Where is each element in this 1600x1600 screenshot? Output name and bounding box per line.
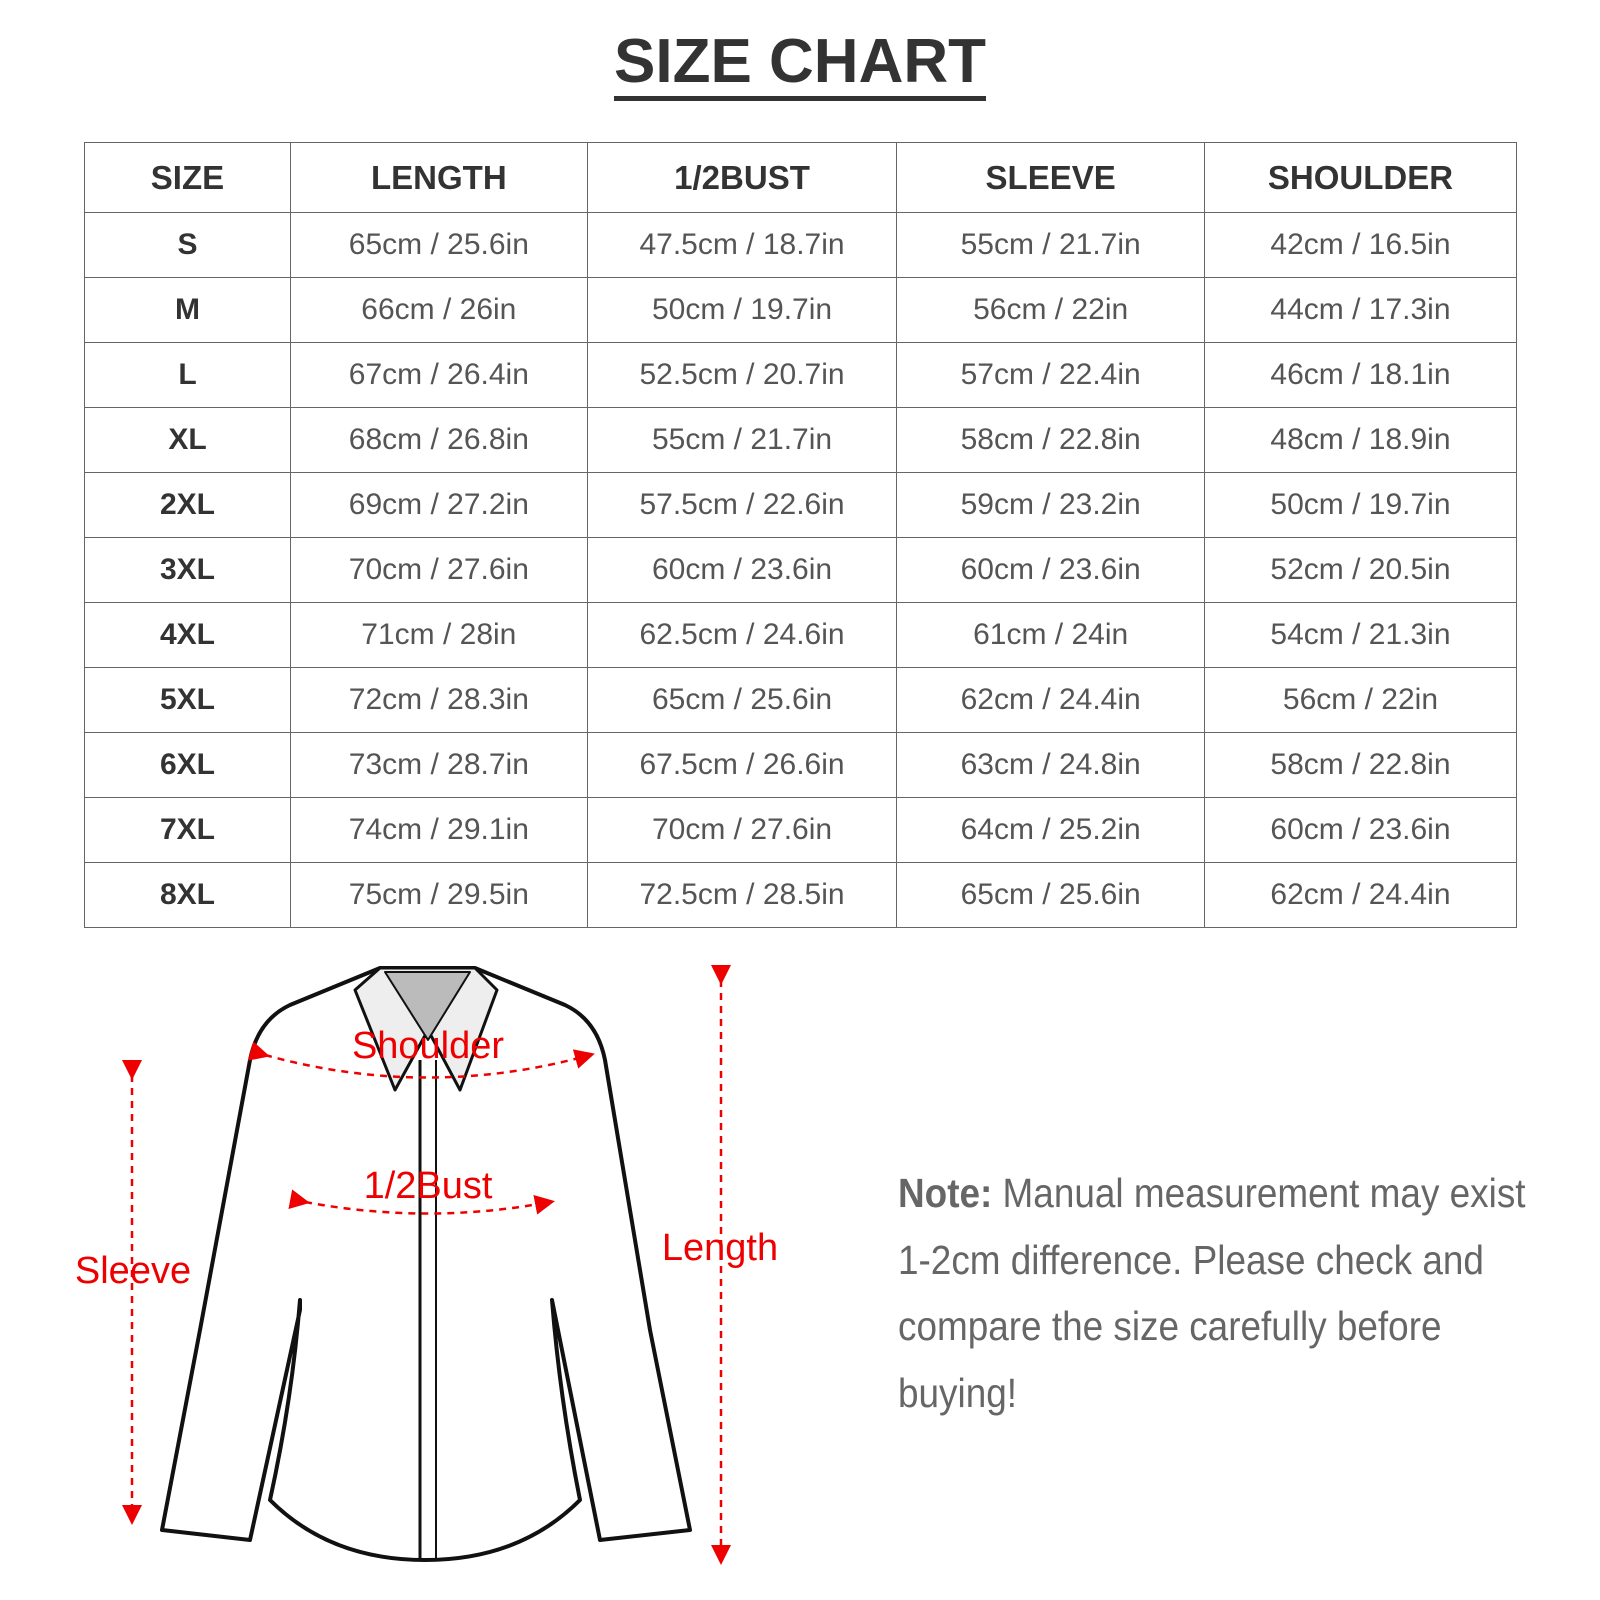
measurement-cell: 47.5cm / 18.7in <box>586 212 898 278</box>
measurement-cell: 57cm / 22.4in <box>896 342 1205 408</box>
column-header: 1/2BUST <box>586 142 898 213</box>
size-cell: M <box>84 277 291 343</box>
table-row: 7XL 74cm / 29.1in 70cm / 27.6in 64cm / 25.2… <box>84 797 1518 863</box>
shoulder-label: Shoulder <box>352 1025 504 1067</box>
bust-label: 1/2Bust <box>364 1165 493 1207</box>
measurement-cell: 59cm / 23.2in <box>896 472 1205 538</box>
measurement-lines <box>122 965 731 1565</box>
measurement-cell: 73cm / 28.7in <box>289 732 588 798</box>
measurement-cell: 70cm / 27.6in <box>586 797 898 863</box>
measurement-cell: 58cm / 22.8in <box>896 407 1205 473</box>
note-label: Note: <box>898 1170 993 1216</box>
measurement-cell: 67cm / 26.4in <box>289 342 588 408</box>
measurement-cell: 58cm / 22.8in <box>1203 732 1518 798</box>
column-header: SIZE <box>84 142 291 213</box>
measurement-cell: 52cm / 20.5in <box>1203 537 1518 603</box>
measurement-cell: 55cm / 21.7in <box>586 407 898 473</box>
size-cell: 6XL <box>84 732 291 798</box>
column-header: LENGTH <box>289 142 588 213</box>
measurement-cell: 68cm / 26.8in <box>289 407 588 473</box>
table-row: 8XL 75cm / 29.5in 72.5cm / 28.5in 65cm / 25… <box>84 862 1518 928</box>
measurement-cell: 50cm / 19.7in <box>1203 472 1518 538</box>
measurement-cell: 44cm / 17.3in <box>1203 277 1518 343</box>
measurement-cell: 42cm / 16.5in <box>1203 212 1518 278</box>
measurement-cell: 62cm / 24.4in <box>896 667 1205 733</box>
length-label: Length <box>662 1227 778 1269</box>
note-text: Manual measurement may exist 1-2cm diffe… <box>898 1170 1526 1416</box>
size-cell: L <box>84 342 291 408</box>
measurement-cell: 67.5cm / 26.6in <box>586 732 898 798</box>
measurement-cell: 50cm / 19.7in <box>586 277 898 343</box>
size-cell: 3XL <box>84 537 291 603</box>
size-cell: 4XL <box>84 602 291 668</box>
measurement-cell: 56cm / 22in <box>1203 667 1518 733</box>
measurement-cell: 72.5cm / 28.5in <box>586 862 898 928</box>
measurement-cell: 60cm / 23.6in <box>586 537 898 603</box>
table-row: 6XL 73cm / 28.7in 67.5cm / 26.6in 63cm / 24… <box>84 732 1518 798</box>
size-cell: 7XL <box>84 797 291 863</box>
page-title: SIZE CHART <box>0 26 1600 101</box>
measurement-cell: 72cm / 28.3in <box>289 667 588 733</box>
measurement-cell: 60cm / 23.6in <box>1203 797 1518 863</box>
table-row: 2XL 69cm / 27.2in 57.5cm / 22.6in 59cm / 23… <box>84 472 1518 538</box>
measurement-cell: 71cm / 28in <box>289 602 588 668</box>
measurement-cell: 74cm / 29.1in <box>289 797 588 863</box>
sleeve-label: Sleeve <box>75 1250 191 1292</box>
measurement-cell: 69cm / 27.2in <box>289 472 588 538</box>
note: Note: Manual measurement may exist 1-2cm… <box>898 1160 1528 1426</box>
size-cell: XL <box>84 407 291 473</box>
measurement-cell: 65cm / 25.6in <box>586 667 898 733</box>
size-cell: 8XL <box>84 862 291 928</box>
table-row: 5XL 72cm / 28.3in 65cm / 25.6in 62cm / 24.4… <box>84 667 1518 733</box>
measurement-cell: 70cm / 27.6in <box>289 537 588 603</box>
measurement-cell: 63cm / 24.8in <box>896 732 1205 798</box>
size-cell: 2XL <box>84 472 291 538</box>
table-header-row: SIZE LENGTH 1/2BUST SLEEVE SHOULDER <box>84 142 1518 213</box>
size-cell: 5XL <box>84 667 291 733</box>
table-row: S 65cm / 25.6in 47.5cm / 18.7in 55cm / 21.7… <box>84 212 1518 278</box>
measurement-cell: 60cm / 23.6in <box>896 537 1205 603</box>
size-table: SIZE LENGTH 1/2BUST SLEEVE SHOULDER S 65cm / … <box>84 142 1518 928</box>
measurement-cell: 52.5cm / 20.7in <box>586 342 898 408</box>
measurement-cell: 62cm / 24.4in <box>1203 862 1518 928</box>
measurement-cell: 64cm / 25.2in <box>896 797 1205 863</box>
table-row: 3XL 70cm / 27.6in 60cm / 23.6in 60cm / 23.6… <box>84 537 1518 603</box>
measurement-cell: 55cm / 21.7in <box>896 212 1205 278</box>
measurement-cell: 75cm / 29.5in <box>289 862 588 928</box>
measurement-cell: 65cm / 25.6in <box>896 862 1205 928</box>
